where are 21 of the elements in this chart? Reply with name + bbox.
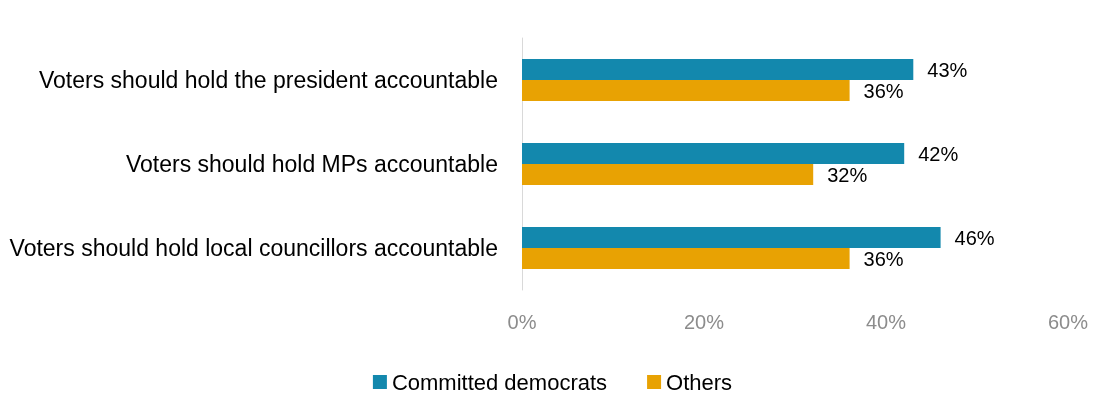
y-tick-label: Voters should hold the president accountable: [38, 67, 498, 93]
x-tick-label: 0%: [507, 311, 537, 333]
data-label: 46%: [954, 226, 995, 249]
y-tick-label: Voters should hold local councillors accountable: [9, 235, 498, 261]
data-label: 36%: [863, 247, 904, 270]
legend-label: Others: [666, 369, 733, 395]
x-tick-label: 60%: [1047, 311, 1089, 333]
bar: [522, 248, 850, 269]
x-tick-label: 20%: [683, 311, 725, 333]
y-tick-label: Voters should hold MPs accountable: [125, 151, 498, 177]
data-label: 32%: [827, 163, 868, 186]
bar: [522, 59, 914, 80]
bar: [522, 143, 905, 164]
data-label: 36%: [863, 79, 904, 102]
data-label: 43%: [927, 58, 968, 81]
data-label: 42%: [918, 142, 959, 165]
legend-label: Committed democrats: [391, 369, 608, 395]
bar: [522, 80, 850, 101]
x-tick-label: 40%: [865, 311, 907, 333]
bar: [522, 164, 814, 185]
bar: [522, 227, 941, 248]
